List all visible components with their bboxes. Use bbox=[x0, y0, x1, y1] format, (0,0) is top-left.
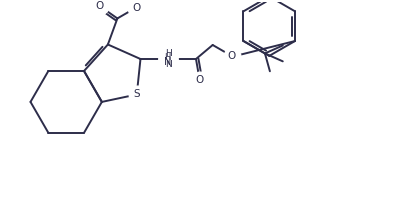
Text: O: O bbox=[95, 1, 104, 11]
Text: H
N: H N bbox=[165, 49, 172, 69]
Text: N: N bbox=[164, 57, 171, 67]
Text: O: O bbox=[227, 51, 236, 61]
Text: O: O bbox=[196, 76, 204, 85]
Text: S: S bbox=[134, 89, 140, 100]
Text: O: O bbox=[132, 2, 140, 13]
Text: H: H bbox=[164, 53, 171, 62]
